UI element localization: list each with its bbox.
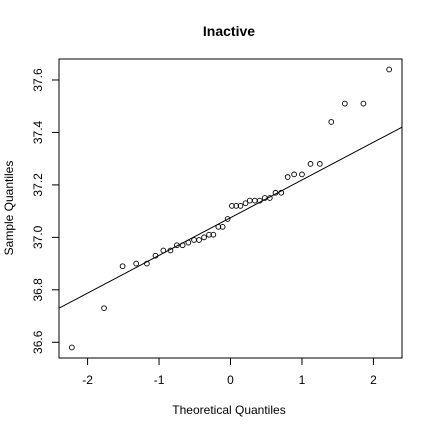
data-point — [291, 171, 297, 178]
data-point — [284, 174, 291, 180]
data-point — [341, 100, 348, 107]
data-point — [299, 171, 305, 178]
y-tick-label: 37.2 — [31, 173, 45, 197]
data-point — [256, 197, 263, 204]
data-point — [179, 242, 186, 249]
data-point — [215, 224, 222, 230]
data-point — [101, 305, 107, 312]
x-axis-label: Theoretical Quantiles — [172, 403, 285, 417]
y-axis: 36.6 36.8 37.0 37.2 37.4 37.6 — [31, 68, 59, 354]
data-point — [69, 344, 75, 351]
data-point — [360, 100, 367, 107]
data-point — [307, 161, 314, 167]
data-point — [167, 247, 174, 254]
x-tick-label: -2 — [82, 373, 93, 387]
data-point — [196, 237, 202, 243]
data-point — [246, 197, 253, 204]
data-point — [152, 252, 159, 259]
x-tick-label: 2 — [370, 373, 377, 387]
x-tick-label: 0 — [227, 373, 234, 387]
y-tick-label: 37.4 — [31, 120, 45, 144]
y-axis-label: Sample Quantiles — [2, 161, 16, 256]
data-point — [133, 260, 140, 267]
data-point — [386, 66, 392, 73]
chart-title: Inactive — [203, 23, 255, 39]
data-point — [328, 119, 335, 125]
y-tick-label: 37.6 — [31, 68, 45, 92]
y-tick-label: 36.8 — [31, 278, 45, 302]
data-point — [160, 247, 167, 254]
data-point — [229, 203, 235, 209]
reference-line-group — [58, 126, 403, 309]
points-group — [69, 66, 392, 351]
data-point — [219, 224, 226, 230]
data-point — [144, 260, 150, 267]
y-tick-label: 36.6 — [31, 330, 45, 354]
data-point — [242, 200, 249, 207]
data-point — [237, 203, 244, 209]
data-point — [272, 189, 279, 196]
plot-frame — [58, 58, 403, 359]
data-point — [185, 239, 192, 246]
data-point — [174, 242, 180, 249]
x-tick-label: -1 — [154, 373, 165, 387]
data-point — [201, 234, 207, 241]
data-point — [224, 216, 231, 222]
data-point — [316, 161, 323, 167]
reference-line — [58, 126, 403, 309]
data-point — [266, 195, 273, 201]
data-point — [251, 197, 258, 204]
data-point — [119, 263, 126, 270]
x-tick-label: 1 — [299, 373, 306, 387]
y-tick-label: 37.0 — [31, 225, 45, 249]
x-axis: -2 -1 0 1 2 — [82, 358, 377, 387]
data-point — [233, 203, 240, 209]
data-point — [206, 231, 212, 238]
data-point — [278, 189, 285, 196]
data-point — [210, 231, 217, 238]
data-point — [191, 237, 197, 243]
